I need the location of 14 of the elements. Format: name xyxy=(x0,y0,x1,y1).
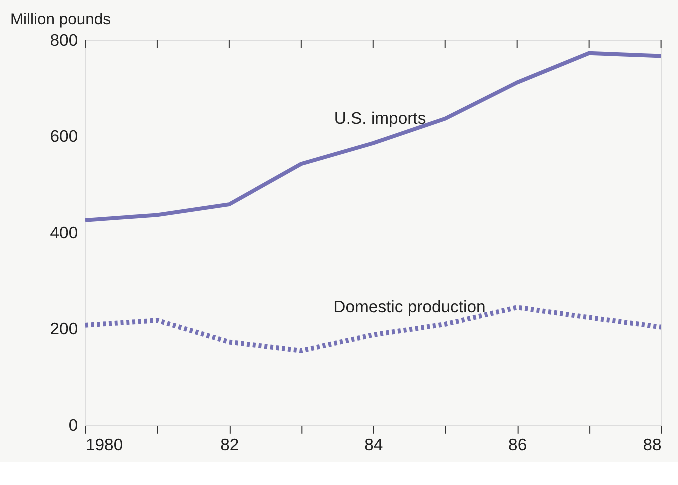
y-axis-title: Million pounds xyxy=(10,12,112,29)
y-tick-label: 400 xyxy=(50,223,78,242)
x-tick-label: 84 xyxy=(364,436,384,455)
x-tick-label: 86 xyxy=(508,436,528,455)
x-tick-label: 1980 xyxy=(86,436,124,455)
x-tick-label: 82 xyxy=(220,436,240,455)
annotation: U.S. imports xyxy=(334,108,426,128)
y-tick-label: 200 xyxy=(50,320,78,339)
line-series xyxy=(84,51,664,222)
y-tick-label: 0 xyxy=(68,416,78,435)
x-tick-label: 88 xyxy=(643,436,662,455)
y-tick-label: 800 xyxy=(50,30,78,50)
y-tick-label: 600 xyxy=(50,127,78,146)
annotation: Domestic production xyxy=(334,298,486,317)
